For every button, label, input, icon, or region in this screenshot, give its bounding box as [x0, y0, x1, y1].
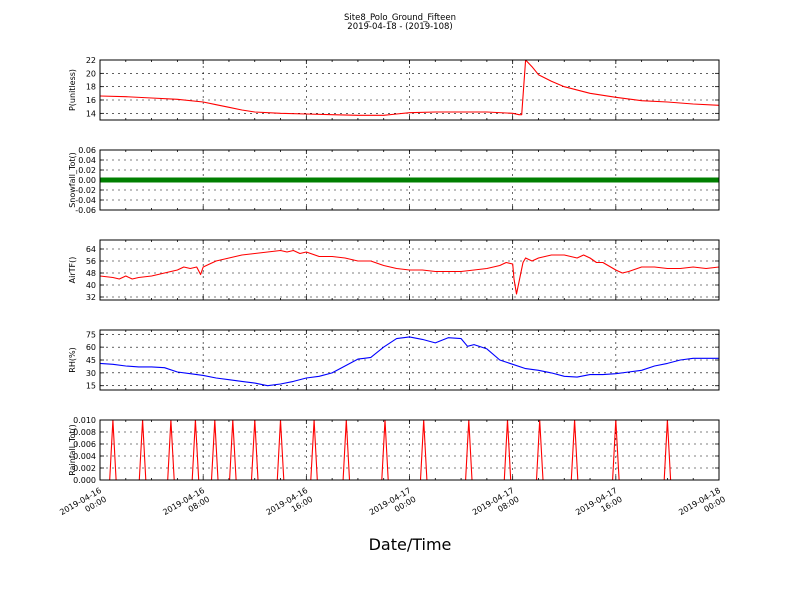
rainfall-y-tick-label: 0.002 [73, 464, 96, 473]
airtemp-line [100, 249, 719, 295]
pressure-y-axis-label: P(unitless) [68, 69, 77, 111]
rh-panel: 15 30 45 60 75 RH(%) [68, 329, 720, 391]
x-tick-labels: 2019-04-1600:00 2019-04-1608:00 2019-04-16… [58, 486, 727, 526]
airtemp-y-tick-label: 48 [86, 269, 96, 278]
snowfall-y-tick-label: -0.04 [75, 196, 96, 205]
rainfall-frame [99, 419, 720, 481]
x-tick-label: 2019-04-1800:00 [677, 486, 727, 526]
pressure-y-tick-label: 22 [86, 56, 96, 65]
snowfall-y-axis-label: Snowfall_Tot() [68, 152, 77, 208]
rh-y-tick-label: 75 [86, 330, 96, 339]
chart-title: Site8_Polo_Ground_Fifteen [344, 13, 456, 23]
snowfall-y-tick-label: 0.02 [78, 166, 96, 175]
snowfall-y-tick-label: -0.02 [75, 186, 96, 195]
rainfall-y-tick-label: 0.004 [73, 452, 96, 461]
pressure-y-tick-label: 20 [86, 69, 96, 78]
rh-y-tick-label: 15 [86, 382, 96, 391]
airtemp-y-tick-label: 40 [86, 281, 96, 290]
airtemp-y-tick-label: 32 [86, 293, 96, 302]
snowfall-y-tick-label: 0.00 [78, 176, 96, 185]
airtemp-frame [99, 239, 720, 301]
x-tick-label: 2019-04-1616:00 [265, 486, 315, 526]
x-tick-label: 2019-04-1700:00 [368, 486, 418, 526]
x-tick-label: 2019-04-1608:00 [161, 486, 211, 526]
rainfall-y-axis-label: Rainfall_Tot() [68, 424, 77, 476]
pressure-y-tick-label: 14 [86, 109, 96, 118]
snowfall-y-tick-label: 0.04 [78, 156, 96, 165]
x-tick-label: 2019-04-1716:00 [574, 486, 624, 526]
airtemp-y-tick-label: 64 [86, 245, 96, 254]
pressure-line [100, 60, 719, 116]
airtemp-y-axis-label: AirTF() [68, 257, 77, 284]
rh-y-tick-label: 30 [86, 369, 96, 378]
rainfall-y-tick-label: 0.000 [73, 476, 96, 485]
snowfall-panel: -0.06-0.04-0.020.000.020.040.06Snowfall_… [68, 146, 720, 215]
pressure-frame [99, 59, 720, 121]
rh-frame [99, 329, 720, 391]
chart-subtitle: 2019-04-18 - (2019-108) [347, 22, 452, 32]
airtemp-panel: 32 40 48 56 64 AirTF() [68, 239, 720, 302]
snowfall-y-tick-label: -0.06 [75, 206, 96, 215]
x-axis-label: Date/Time [369, 535, 452, 554]
rainfall-y-tick-label: 0.008 [73, 428, 96, 437]
rainfall-y-tick-label: 0.006 [73, 440, 96, 449]
snowfall-y-tick-label: 0.06 [78, 146, 96, 155]
x-tick-label: 2019-04-1708:00 [471, 486, 521, 526]
pressure-y-tick-label: 18 [86, 83, 96, 92]
rh-y-tick-label: 45 [86, 356, 96, 365]
pressure-series [100, 60, 719, 116]
rainfall-y-tick-label: 0.010 [73, 416, 96, 425]
airtemp-y-tick-label: 56 [86, 257, 96, 266]
rainfall-panel: 0.000 0.002 0.004 0.006 0.008 0.010Rainfall_T… [68, 416, 720, 485]
panels: 1416182022P(unitless)-0.06-0.04-0.020.00… [68, 56, 720, 485]
rh-y-tick-label: 60 [86, 343, 96, 352]
rh-y-axis-label: RH(%) [68, 347, 77, 372]
x-tick-label: 2019-04-1600:00 [58, 486, 108, 526]
pressure-y-tick-label: 16 [86, 96, 96, 105]
pressure-panel: 14 16 18 20 22 P(unitless) [68, 56, 720, 121]
airtemp-series [100, 249, 719, 295]
rh-series [100, 336, 719, 387]
rh-line [100, 336, 719, 387]
snowfall-frame [99, 149, 720, 211]
